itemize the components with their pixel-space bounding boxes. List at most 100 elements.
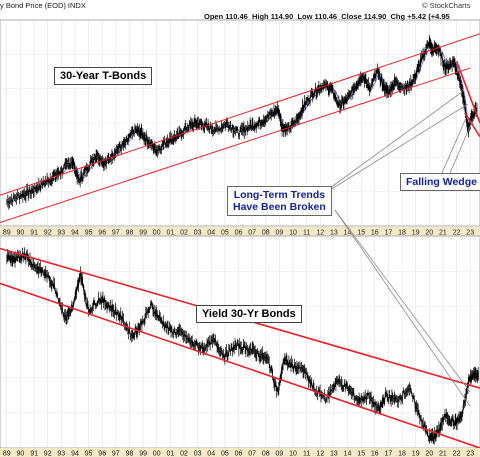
low-label: Low bbox=[297, 12, 313, 21]
bonds-x-axis: 89 90 91 92 93 94 95 96 97 98 99 00 01 02 03 04 05 06 07 08… bbox=[0, 227, 480, 237]
x-tick-label: 00 bbox=[153, 230, 161, 237]
callout-line bbox=[334, 209, 471, 407]
x-tick-label: 00 bbox=[153, 451, 161, 457]
x-tick-label: 93 bbox=[57, 451, 65, 457]
x-tick-label: 10 bbox=[289, 451, 297, 457]
callout-lines bbox=[329, 91, 473, 407]
x-tick-label: 15 bbox=[357, 451, 365, 457]
x-tick-label: 20 bbox=[425, 230, 433, 237]
wedge-upper-line bbox=[455, 60, 480, 124]
callout-line bbox=[329, 91, 463, 189]
x-tick-label: 08 bbox=[262, 451, 270, 457]
x-axis-band bbox=[0, 448, 480, 457]
x-tick-label: 23 bbox=[466, 230, 474, 237]
x-tick-label: 98 bbox=[126, 451, 134, 457]
x-tick-label: 06 bbox=[235, 451, 243, 457]
x-tick-label: 89 bbox=[3, 230, 11, 237]
chg-label: Chg bbox=[390, 12, 406, 21]
x-tick-label: 99 bbox=[139, 451, 147, 457]
x-tick-label: 90 bbox=[17, 451, 25, 457]
x-tick-label: 22 bbox=[453, 230, 461, 237]
x-tick-label: 04 bbox=[207, 230, 215, 237]
x-tick-label: 23 bbox=[466, 451, 474, 457]
x-tick-label: 19 bbox=[412, 230, 420, 237]
close-value: 114.90 bbox=[363, 12, 387, 21]
upper-channel-line bbox=[0, 33, 480, 196]
x-tick-label: 90 bbox=[17, 230, 25, 237]
x-tick-label: 01 bbox=[167, 451, 175, 457]
bonds-panel-label: 30-Year T-Bonds bbox=[54, 67, 153, 85]
x-tick-label: 07 bbox=[248, 451, 256, 457]
x-tick-label: 99 bbox=[139, 230, 147, 237]
x-tick-label: 98 bbox=[126, 230, 134, 237]
lower-channel-line bbox=[0, 67, 471, 224]
x-tick-label: 09 bbox=[276, 451, 284, 457]
x-tick-label: 95 bbox=[85, 451, 93, 457]
x-tick-label: 21 bbox=[439, 230, 447, 237]
x-tick-label: 94 bbox=[71, 451, 79, 457]
x-tick-label: 92 bbox=[44, 451, 52, 457]
chg-value: +5.42 (+4.95 bbox=[407, 12, 450, 21]
x-tick-label: 95 bbox=[85, 230, 93, 237]
x-tick-label: 05 bbox=[221, 230, 229, 237]
x-tick-label: 12 bbox=[316, 451, 324, 457]
x-tick-label: 13 bbox=[330, 451, 338, 457]
x-tick-label: 11 bbox=[303, 451, 310, 457]
lower-channel-line bbox=[0, 282, 480, 449]
x-tick-label: 97 bbox=[112, 230, 120, 237]
high-label: High bbox=[251, 12, 269, 21]
x-tick-label: 18 bbox=[398, 451, 406, 457]
x-tick-label: 14 bbox=[344, 451, 352, 457]
x-tick-label: 16 bbox=[371, 230, 379, 237]
ohlc-readout: Open 110.46 High 114.90 Low 110.46 Close… bbox=[204, 12, 450, 21]
x-tick-label: 06 bbox=[235, 230, 243, 237]
x-tick-label: 16 bbox=[371, 451, 379, 457]
yield-x-axis: 89 90 91 92 93 94 95 96 97 98 99 00 01 02 03 04 05 06 07 08… bbox=[0, 448, 480, 457]
x-tick-label: 91 bbox=[30, 230, 38, 237]
yield-panel bbox=[0, 235, 480, 449]
x-tick-label: 89 bbox=[3, 451, 11, 457]
x-tick-label: 96 bbox=[98, 451, 106, 457]
x-tick-label: 94 bbox=[71, 230, 79, 237]
falling-wedge-annotation: Falling Wedge bbox=[400, 173, 480, 191]
moving-average-line bbox=[6, 41, 478, 203]
price-series-line bbox=[6, 252, 479, 441]
open-value: 110.46 bbox=[225, 12, 248, 21]
callout-line bbox=[334, 209, 471, 393]
low-value: 110.46 bbox=[314, 12, 338, 21]
x-tick-label: 04 bbox=[207, 451, 215, 457]
x-tick-label: 96 bbox=[98, 230, 106, 237]
x-tick-label: 92 bbox=[44, 230, 52, 237]
open-label: Open bbox=[204, 12, 224, 21]
high-value: 114.90 bbox=[270, 12, 294, 21]
trend-broken-line2: Have Been Broken bbox=[233, 201, 326, 213]
x-tick-label: 12 bbox=[316, 230, 324, 237]
x-axis-band bbox=[0, 227, 480, 236]
close-label: Close bbox=[341, 12, 362, 21]
wedge-lower-line bbox=[464, 112, 480, 138]
x-tick-label: 22 bbox=[453, 451, 461, 457]
yield-panel-label: Yield 30-Yr Bonds bbox=[196, 305, 302, 323]
x-tick-label: 03 bbox=[194, 451, 202, 457]
trend-broken-line1: Long-Term Trends bbox=[233, 189, 326, 201]
x-tick-label: 10 bbox=[289, 230, 297, 237]
trend-broken-annotation: Long-Term Trends Have Been Broken bbox=[227, 186, 332, 216]
x-tick-label: 07 bbox=[248, 230, 256, 237]
x-tick-label: 05 bbox=[221, 451, 229, 457]
stockcharts-logo: © StockCharts bbox=[422, 1, 471, 10]
x-tick-label: 02 bbox=[180, 230, 188, 237]
x-tick-label: 91 bbox=[30, 451, 38, 457]
chart-title: y Bond Price (EOD) INDX bbox=[0, 1, 86, 10]
x-tick-label: 93 bbox=[57, 230, 65, 237]
x-tick-label: 21 bbox=[439, 451, 447, 457]
x-tick-label: 97 bbox=[112, 451, 120, 457]
x-tick-label: 03 bbox=[194, 230, 202, 237]
x-tick-label: 02 bbox=[180, 451, 188, 457]
callout-line bbox=[449, 121, 473, 174]
callout-line bbox=[329, 103, 469, 191]
x-tick-label: 14 bbox=[344, 230, 352, 237]
panel-frame bbox=[0, 19, 480, 227]
x-tick-label: 01 bbox=[167, 230, 175, 237]
x-tick-label: 18 bbox=[398, 230, 406, 237]
